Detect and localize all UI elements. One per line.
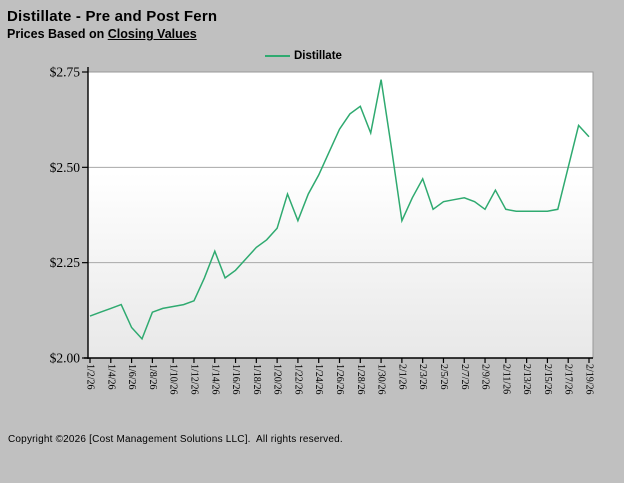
price-chart: $2.00 $2.25 $2.50 $2.75 1/2/26 1/4/26 1/6/26 1/… <box>50 65 595 395</box>
x-tick-label: 1/10/26 <box>168 364 179 395</box>
x-tick-label: 1/28/26 <box>355 364 366 395</box>
x-tick-label: 1/8/26 <box>147 364 158 390</box>
x-tick-label: 2/17/26 <box>563 364 574 395</box>
subtitle-prefix: Prices Based on <box>7 27 108 41</box>
x-tick-label: 2/15/26 <box>542 364 553 395</box>
x-tick-label: 2/1/26 <box>396 364 407 390</box>
x-tick-label: 2/13/26 <box>521 364 532 395</box>
y-tick-label: $2.25 <box>50 255 81 270</box>
x-tick-label: 1/20/26 <box>272 364 283 395</box>
page-title: Distillate - Pre and Post Fern <box>7 8 218 25</box>
x-tick-label: 1/12/26 <box>188 364 199 395</box>
x-tick-label: 1/6/26 <box>126 364 137 390</box>
x-tick-label: 1/30/26 <box>376 364 387 395</box>
page-subtitle: Prices Based on Closing Values <box>7 27 197 41</box>
copyright-text: Copyright ©2026 [Cost Management Solutio… <box>8 434 343 445</box>
subtitle-underlined: Closing Values <box>107 27 197 41</box>
x-tick-label: 1/4/26 <box>105 364 116 390</box>
x-tick-label: 2/7/26 <box>459 364 470 390</box>
x-tick-label: 2/9/26 <box>480 364 491 390</box>
series-line-distillate <box>89 79 590 341</box>
x-tick-label: 1/18/26 <box>251 364 262 395</box>
x-tick-label: 1/14/26 <box>209 364 220 395</box>
x-tick-label: 1/24/26 <box>313 364 324 395</box>
legend-line-marker-icon <box>265 55 290 57</box>
x-tick-label: 1/22/26 <box>292 364 303 395</box>
legend-series-label: Distillate <box>294 50 342 62</box>
y-tick-label: $2.00 <box>50 351 81 366</box>
x-tick-label: 2/3/26 <box>417 364 428 390</box>
plot-background <box>88 72 593 358</box>
x-tick-label: 2/11/26 <box>500 364 511 394</box>
x-tick-label: 2/19/26 <box>584 364 595 395</box>
y-tick-label: $2.50 <box>50 160 81 175</box>
x-tick-label: 2/5/26 <box>438 364 449 390</box>
x-tick-label: 1/2/26 <box>85 364 96 390</box>
x-tick-label: 1/26/26 <box>334 364 345 395</box>
y-tick-label: $2.75 <box>50 65 81 80</box>
chart-legend: Distillate <box>265 50 342 62</box>
x-tick-label: 1/16/26 <box>230 364 241 395</box>
